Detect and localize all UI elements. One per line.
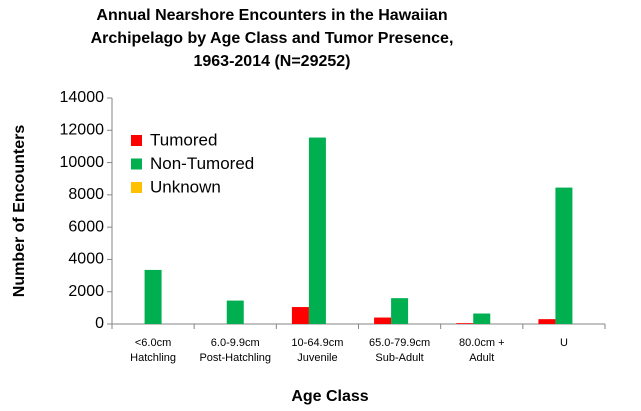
x-tick-label: 10-64.9cm: [291, 337, 343, 349]
chart-title: Archipelago by Age Class and Tumor Prese…: [91, 30, 454, 47]
y-axis-label: Number of Encounters: [11, 125, 28, 298]
x-tick-label: Juvenile: [297, 352, 337, 364]
y-tick-label: 2000: [68, 283, 104, 300]
bar: [291, 307, 309, 324]
y-tick-label: 10000: [60, 154, 105, 171]
x-tick-label: 65.0-79.9cm: [369, 337, 430, 349]
bar: [308, 137, 326, 324]
x-tick-label: Post-Hatchling: [199, 352, 271, 364]
y-tick-label: 12000: [60, 122, 105, 139]
bar: [144, 269, 162, 324]
x-tick-label: 80.0cm +: [459, 337, 505, 349]
x-tick-label: Sub-Adult: [375, 352, 423, 364]
x-tick-label: <6.0cm: [135, 337, 171, 349]
y-tick-label: 4000: [68, 251, 104, 268]
chart-title: Annual Nearshore Encounters in the Hawai…: [96, 7, 447, 24]
bar: [226, 300, 244, 324]
x-axis-label: Age Class: [291, 388, 368, 405]
legend-swatch: [131, 158, 142, 170]
y-tick-label: 0: [95, 315, 104, 332]
legend-swatch: [131, 182, 142, 193]
x-tick-label: U: [560, 337, 568, 349]
y-tick-label: 8000: [68, 186, 104, 203]
x-tick-label: Hatchling: [130, 352, 176, 364]
chart-title: 1963-2014 (N=29252): [193, 53, 350, 70]
legend-swatch: [131, 135, 142, 146]
legend-label: Tumored: [150, 130, 217, 149]
bar: [374, 317, 392, 324]
bar: [555, 187, 573, 324]
y-tick-label: 6000: [68, 218, 104, 235]
bar: [456, 323, 474, 324]
legend-label: Non-Tumored: [150, 154, 254, 173]
bar: [391, 298, 409, 324]
y-tick-label: 14000: [60, 89, 105, 106]
legend-label: Unknown: [150, 177, 221, 196]
x-tick-label: 6.0-9.9cm: [211, 337, 260, 349]
bar: [473, 313, 491, 324]
x-tick-label: Adult: [469, 352, 494, 364]
bar: [538, 319, 556, 324]
